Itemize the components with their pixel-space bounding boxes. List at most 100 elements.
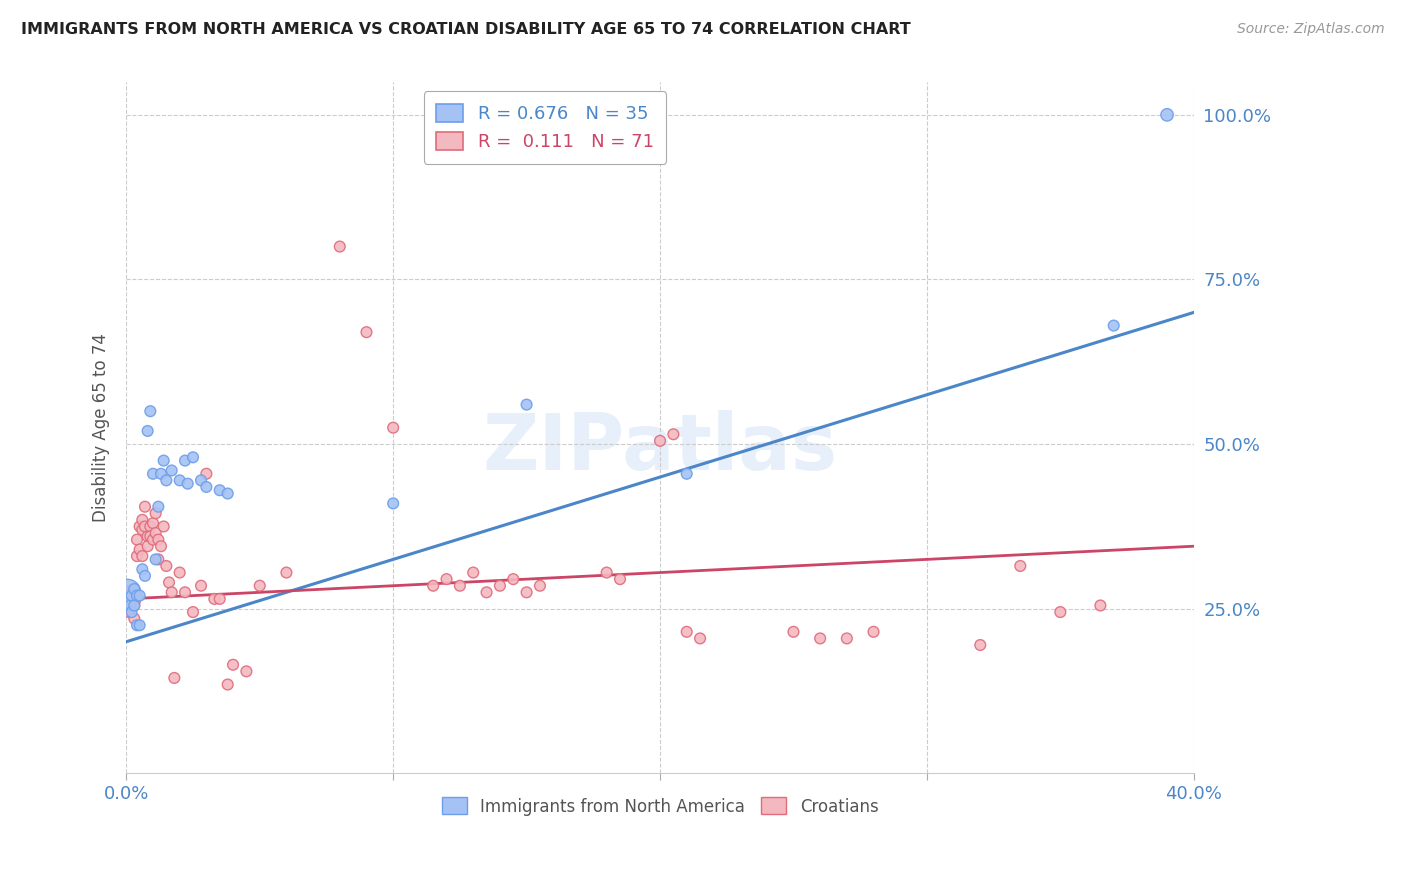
Point — [235, 665, 257, 679]
Point — [124, 599, 146, 613]
Point — [150, 539, 173, 553]
Point — [128, 542, 150, 557]
Point — [648, 434, 671, 448]
Point — [118, 605, 141, 619]
Point — [1049, 605, 1071, 619]
Point — [675, 467, 697, 481]
Point — [516, 398, 538, 412]
Point — [181, 605, 204, 619]
Point — [862, 624, 884, 639]
Point — [157, 575, 180, 590]
Point — [463, 566, 485, 580]
Point — [120, 599, 142, 613]
Point — [190, 474, 212, 488]
Point — [124, 612, 146, 626]
Point — [121, 605, 143, 619]
Point — [124, 582, 146, 596]
Point — [163, 671, 186, 685]
Text: ZIPatlas: ZIPatlas — [482, 410, 838, 486]
Point — [136, 539, 159, 553]
Point — [152, 519, 174, 533]
Point — [148, 533, 170, 547]
Point — [136, 424, 159, 438]
Point — [202, 591, 225, 606]
Legend: Immigrants from North America, Croatians: Immigrants from North America, Croatians — [433, 789, 887, 824]
Point — [125, 618, 148, 632]
Point — [176, 476, 198, 491]
Point — [382, 496, 405, 510]
Point — [117, 585, 139, 599]
Point — [134, 500, 156, 514]
Point — [134, 569, 156, 583]
Point — [329, 239, 352, 253]
Point — [131, 523, 153, 537]
Point — [148, 552, 170, 566]
Point — [969, 638, 991, 652]
Point — [155, 558, 177, 573]
Point — [145, 552, 167, 566]
Text: Source: ZipAtlas.com: Source: ZipAtlas.com — [1237, 22, 1385, 37]
Point — [195, 467, 218, 481]
Point — [121, 585, 143, 599]
Point — [142, 516, 165, 531]
Point — [609, 572, 631, 586]
Y-axis label: Disability Age 65 to 74: Disability Age 65 to 74 — [93, 334, 110, 522]
Point — [181, 450, 204, 465]
Point — [148, 500, 170, 514]
Point — [190, 579, 212, 593]
Point — [118, 595, 141, 609]
Point — [152, 453, 174, 467]
Point — [121, 589, 143, 603]
Point — [208, 483, 231, 498]
Point — [160, 463, 183, 477]
Point — [124, 599, 146, 613]
Point — [382, 420, 405, 434]
Point — [276, 566, 298, 580]
Point — [249, 579, 271, 593]
Point — [128, 618, 150, 632]
Point — [1090, 599, 1112, 613]
Point — [169, 566, 191, 580]
Point — [1156, 108, 1178, 122]
Point — [516, 585, 538, 599]
Point — [217, 486, 239, 500]
Point — [662, 427, 685, 442]
Point — [169, 474, 191, 488]
Point — [1010, 558, 1032, 573]
Point — [835, 632, 858, 646]
Point — [689, 632, 711, 646]
Point — [595, 566, 617, 580]
Point — [222, 657, 245, 672]
Point — [131, 513, 153, 527]
Point — [808, 632, 831, 646]
Point — [422, 579, 444, 593]
Point — [449, 579, 471, 593]
Point — [1102, 318, 1125, 333]
Point — [217, 677, 239, 691]
Point — [136, 529, 159, 543]
Text: IMMIGRANTS FROM NORTH AMERICA VS CROATIAN DISABILITY AGE 65 TO 74 CORRELATION CH: IMMIGRANTS FROM NORTH AMERICA VS CROATIA… — [21, 22, 911, 37]
Point — [145, 506, 167, 520]
Point — [124, 589, 146, 603]
Point — [502, 572, 524, 586]
Point — [529, 579, 551, 593]
Point — [174, 585, 197, 599]
Point — [128, 589, 150, 603]
Point — [125, 549, 148, 563]
Point — [160, 585, 183, 599]
Point — [142, 533, 165, 547]
Point — [139, 404, 162, 418]
Point — [475, 585, 498, 599]
Point — [125, 589, 148, 603]
Point — [155, 474, 177, 488]
Point — [150, 467, 173, 481]
Point — [675, 624, 697, 639]
Point — [134, 519, 156, 533]
Point — [195, 480, 218, 494]
Point — [117, 591, 139, 606]
Point — [142, 467, 165, 481]
Point — [121, 595, 143, 609]
Point — [356, 325, 378, 339]
Point — [128, 519, 150, 533]
Point — [782, 624, 804, 639]
